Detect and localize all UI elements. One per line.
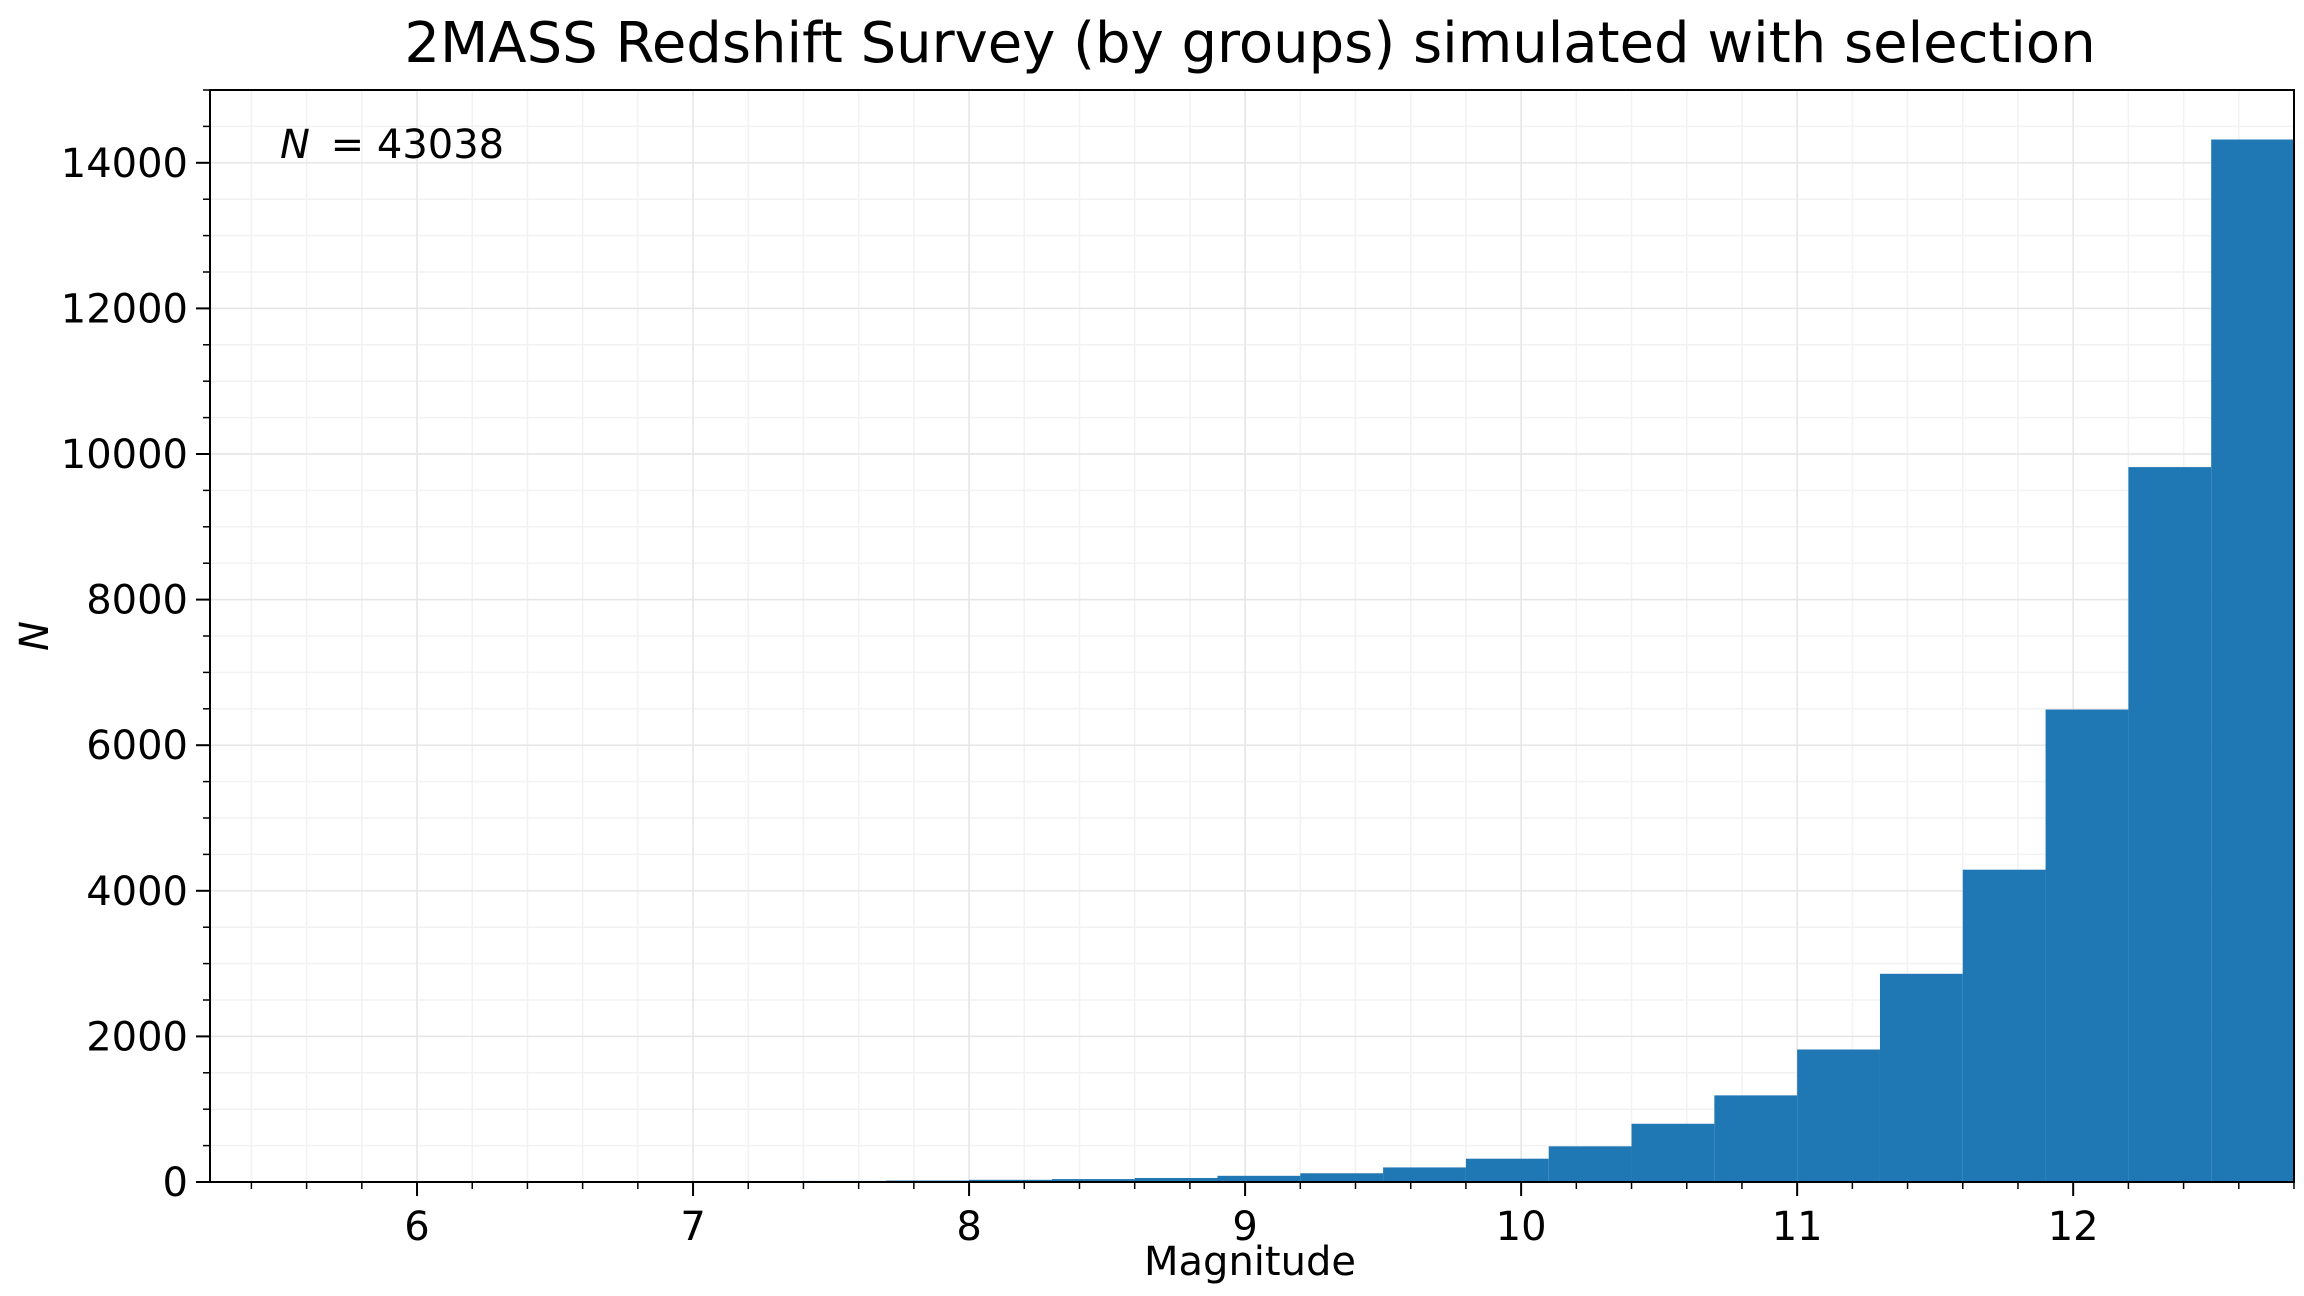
histogram-bar xyxy=(1300,1173,1384,1182)
y-axis-ticks: 0 2000 4000 6000 8000 10000 12000 14000 xyxy=(61,89,210,1206)
y-tick-label: 0 xyxy=(163,1160,188,1206)
histogram-bar xyxy=(2211,139,2294,1182)
histogram-bar xyxy=(1548,1146,1632,1182)
histogram-bar xyxy=(1797,1049,1880,1182)
y-tick-label: 4000 xyxy=(86,869,188,915)
x-tick-label: 11 xyxy=(1772,1204,1823,1250)
histogram-bar xyxy=(1962,869,2046,1182)
x-tick-label: 10 xyxy=(1496,1204,1547,1250)
count-annotation: N = 43038 xyxy=(280,122,504,168)
chart-title: 2MASS Redshift Survey (by groups) simula… xyxy=(404,11,2095,76)
y-tick-label: 6000 xyxy=(86,723,188,769)
y-tick-label: 2000 xyxy=(86,1014,188,1060)
x-axis-label: Magnitude xyxy=(1144,1239,1356,1285)
y-tick-label: 10000 xyxy=(61,432,188,478)
y-tick-label: 14000 xyxy=(61,141,188,187)
histogram-bar xyxy=(1465,1158,1549,1182)
histogram-bar xyxy=(1631,1123,1715,1182)
histogram-bar xyxy=(2045,709,2129,1182)
x-tick-label: 7 xyxy=(680,1204,705,1250)
x-tick-label: 12 xyxy=(2048,1204,2099,1250)
count-annotation-symbol: N xyxy=(280,122,310,168)
histogram-bar xyxy=(2128,467,2212,1182)
y-tick-label: 8000 xyxy=(86,578,188,624)
x-tick-label: 9 xyxy=(1232,1204,1257,1250)
y-tick-label: 12000 xyxy=(61,286,188,332)
histogram-bar xyxy=(969,1179,1052,1182)
histogram-bar xyxy=(1217,1175,1301,1182)
x-tick-label: 8 xyxy=(956,1204,981,1250)
x-tick-label: 6 xyxy=(404,1204,429,1250)
histogram-bar xyxy=(1714,1095,1798,1182)
x-axis-ticks: 6 7 8 9 10 11 12 xyxy=(250,1182,2295,1250)
count-annotation-value: = 43038 xyxy=(331,122,504,168)
y-axis-label: N xyxy=(12,621,58,651)
histogram-bar xyxy=(1134,1177,1218,1182)
histogram-bar xyxy=(1051,1179,1135,1182)
histogram-bars xyxy=(223,139,2294,1182)
histogram-bar xyxy=(1879,973,1963,1182)
histogram-bar xyxy=(1383,1167,1466,1182)
